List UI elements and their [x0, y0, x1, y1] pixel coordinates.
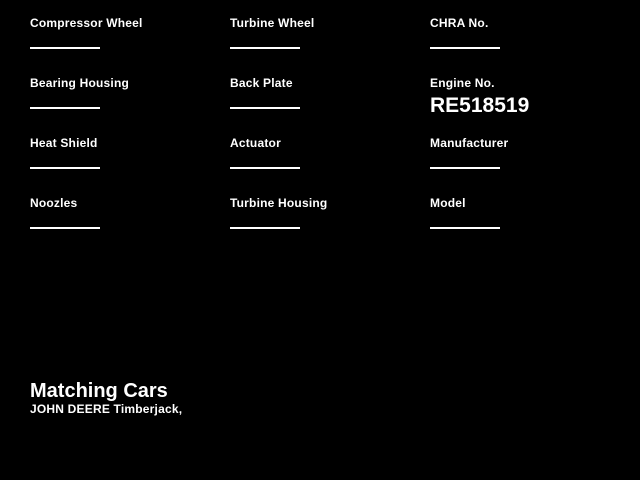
field-underline: [30, 47, 100, 49]
field-noozles: Noozles: [30, 196, 220, 229]
field-heat-shield: Heat Shield: [30, 136, 220, 169]
field-label: Turbine Wheel: [230, 16, 315, 30]
field-bearing-housing: Bearing Housing: [30, 76, 220, 109]
field-underline: [230, 167, 300, 169]
matching-cars-title: Matching Cars: [30, 380, 168, 402]
field-underline: [230, 227, 300, 229]
field-underline: [30, 107, 100, 109]
matching-cars-list: JOHN DEERE Timberjack,: [30, 402, 183, 416]
field-model: Model: [430, 196, 620, 229]
field-actuator: Actuator: [230, 136, 420, 169]
field-underline: [430, 227, 500, 229]
field-label: CHRA No.: [430, 16, 489, 30]
field-label: Engine No.: [430, 76, 495, 90]
field-manufacturer: Manufacturer: [430, 136, 620, 169]
field-label: Back Plate: [230, 76, 293, 90]
engine-no-value: RE518519: [430, 94, 530, 117]
field-underline: [30, 167, 100, 169]
field-compressor-wheel: Compressor Wheel: [30, 16, 220, 49]
field-label: Heat Shield: [30, 136, 98, 150]
field-underline: [430, 47, 500, 49]
field-label: Compressor Wheel: [30, 16, 143, 30]
field-underline: [430, 167, 500, 169]
field-underline: [230, 47, 300, 49]
field-underline: [230, 107, 300, 109]
matching-cars-section: Matching Cars JOHN DEERE Timberjack,: [30, 380, 182, 416]
field-chra-no: CHRA No.: [430, 16, 620, 49]
field-label: Manufacturer: [430, 136, 509, 150]
field-engine-no: Engine No. RE518519: [430, 76, 620, 117]
field-label: Turbine Housing: [230, 196, 328, 210]
field-turbine-housing: Turbine Housing: [230, 196, 420, 229]
field-label: Bearing Housing: [30, 76, 130, 90]
field-back-plate: Back Plate: [230, 76, 420, 109]
field-label: Model: [430, 196, 466, 210]
field-label: Actuator: [230, 136, 281, 150]
field-underline: [30, 227, 100, 229]
field-label: Noozles: [30, 196, 78, 210]
field-turbine-wheel: Turbine Wheel: [230, 16, 420, 49]
